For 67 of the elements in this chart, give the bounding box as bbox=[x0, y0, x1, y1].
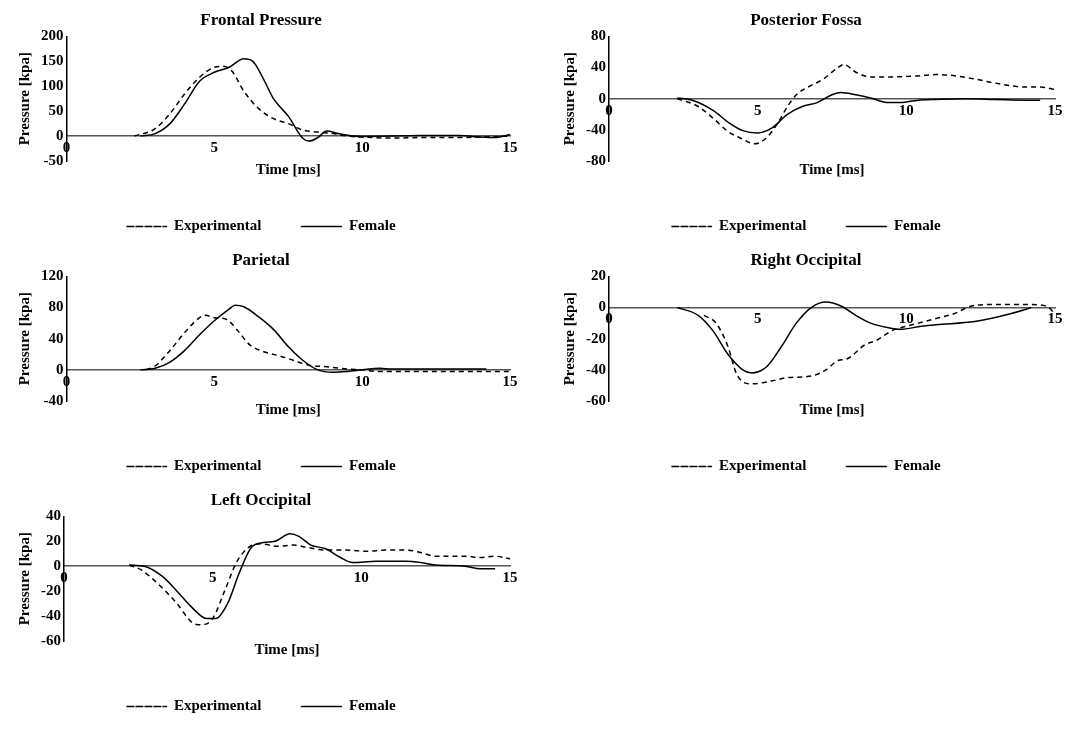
x-axis-title: Time [ms] bbox=[799, 160, 865, 177]
y-tick-label: 20 bbox=[46, 532, 61, 549]
legend-label: Female bbox=[348, 457, 396, 474]
legend-label: Experimental bbox=[173, 457, 262, 474]
y-tick-label: 0 bbox=[56, 360, 64, 377]
y-axis-title: Pressure [kpa] bbox=[15, 532, 32, 626]
x-tick-label: 15 bbox=[502, 372, 518, 389]
y-tick-label: 0 bbox=[598, 298, 606, 315]
y-tick-label: -40 bbox=[43, 391, 64, 408]
legend-label: Female bbox=[893, 217, 941, 234]
y-tick-label: -40 bbox=[586, 360, 606, 377]
y-tick-label: 50 bbox=[48, 102, 64, 119]
x-tick-label: 15 bbox=[1047, 310, 1063, 327]
chart-title: Frontal Pressure bbox=[200, 9, 323, 29]
legend-label: Experimental bbox=[718, 457, 807, 474]
y-axis-title: Pressure [kpa] bbox=[560, 292, 577, 386]
chart-title: Posterior Fossa bbox=[750, 9, 863, 29]
y-tick-label: 40 bbox=[591, 58, 606, 75]
y-axis-title: Pressure [kpa] bbox=[15, 52, 32, 146]
x-tick-label: 10 bbox=[353, 569, 369, 586]
y-tick-label: 150 bbox=[41, 52, 64, 69]
y-tick-label: 0 bbox=[598, 89, 606, 106]
x-tick-label: 10 bbox=[354, 138, 370, 155]
x-tick-label: 5 bbox=[210, 372, 219, 389]
x-axis-title: Time [ms] bbox=[255, 400, 321, 417]
x-axis-title: Time [ms] bbox=[255, 160, 321, 177]
x-tick-label: 15 bbox=[502, 138, 518, 155]
legend-label: Experimental bbox=[718, 217, 807, 234]
x-tick-label: 15 bbox=[1047, 101, 1063, 118]
y-tick-label: -20 bbox=[41, 582, 61, 599]
y-tick-label: -80 bbox=[586, 151, 606, 168]
y-tick-label: 80 bbox=[48, 298, 64, 315]
y-tick-label: 40 bbox=[48, 329, 64, 346]
y-tick-label: -40 bbox=[41, 606, 61, 623]
legend-label: Female bbox=[348, 217, 396, 234]
y-tick-label: 0 bbox=[56, 126, 64, 143]
y-axis-title: Pressure [kpa] bbox=[15, 292, 32, 386]
x-tick-label: 5 bbox=[753, 310, 762, 327]
y-tick-label: 120 bbox=[41, 267, 64, 284]
y-tick-label: -50 bbox=[43, 151, 64, 168]
chart-title: Parietal bbox=[232, 249, 291, 269]
chart-title: Right Occipital bbox=[750, 249, 862, 269]
y-tick-label: 80 bbox=[591, 27, 606, 44]
legend-label: Female bbox=[348, 697, 396, 714]
x-tick-label: 5 bbox=[208, 569, 217, 586]
x-tick-label: 10 bbox=[898, 101, 914, 118]
y-tick-label: -60 bbox=[41, 631, 61, 648]
y-tick-label: 20 bbox=[591, 267, 606, 284]
x-tick-label: 10 bbox=[354, 372, 370, 389]
y-tick-label: -20 bbox=[586, 329, 606, 346]
y-tick-label: -60 bbox=[586, 391, 606, 408]
y-axis-title: Pressure [kpa] bbox=[560, 52, 577, 146]
x-axis-title: Time [ms] bbox=[254, 640, 320, 657]
x-tick-label: 15 bbox=[502, 569, 518, 586]
x-tick-label: 10 bbox=[898, 310, 914, 327]
legend-label: Experimental bbox=[173, 697, 262, 714]
x-tick-label: 5 bbox=[210, 138, 219, 155]
y-tick-label: 0 bbox=[53, 557, 61, 574]
legend-label: Experimental bbox=[173, 217, 262, 234]
y-tick-label: 100 bbox=[41, 77, 64, 94]
y-tick-label: 40 bbox=[46, 507, 61, 524]
legend-label: Female bbox=[893, 457, 941, 474]
y-tick-label: -40 bbox=[586, 120, 606, 137]
x-tick-label: 5 bbox=[753, 101, 762, 118]
y-tick-label: 200 bbox=[41, 27, 64, 44]
chart-title: Left Occipital bbox=[210, 489, 312, 509]
x-axis-title: Time [ms] bbox=[799, 400, 865, 417]
